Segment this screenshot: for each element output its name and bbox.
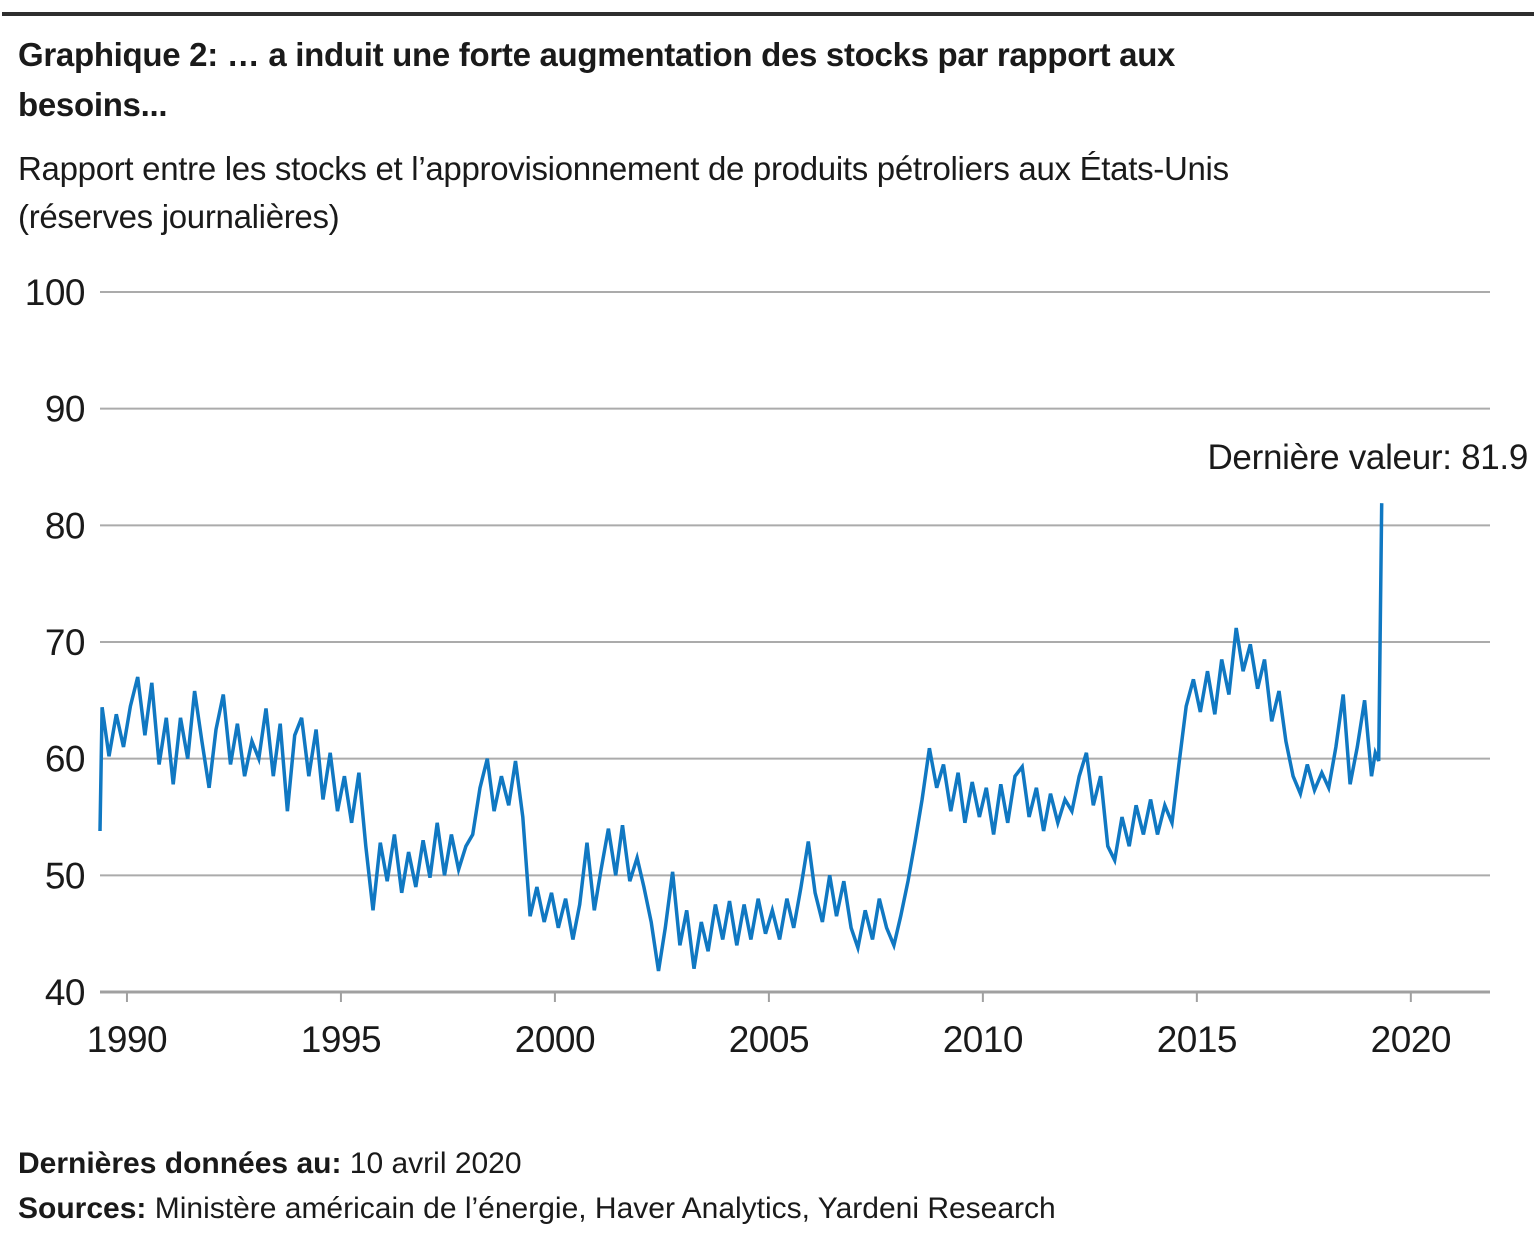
data-series [98, 503, 1384, 972]
y-tick-label-80: 80 [45, 505, 85, 546]
y-tick-label-70: 70 [45, 622, 85, 663]
footer-last-data-value: 10 avril 2020 [341, 1147, 522, 1180]
y-tick-label-100: 100 [25, 272, 85, 313]
y-tick-label-40: 40 [45, 972, 85, 1013]
chart-subtitle-line-1: Rapport entre les stocks et l’approvisio… [18, 150, 1229, 187]
x-tick-label-2000: 2000 [515, 1019, 595, 1060]
footer-sources-label: Sources: [18, 1192, 147, 1225]
x-tick-label-2005: 2005 [729, 1019, 809, 1060]
axis-ticks [125, 992, 1412, 1002]
y-tick-label-60: 60 [45, 739, 85, 780]
ratio-line-series-0 [98, 503, 1384, 972]
page-title-line-1: Graphique 2: … a induit une forte augmen… [18, 36, 1176, 73]
chart-header: Graphique 2: … a induit une forte augmen… [18, 30, 1498, 241]
footer-sources-value: Ministère américain de l’énergie, Haver … [146, 1192, 1056, 1225]
x-tick-label-1990: 1990 [87, 1019, 167, 1060]
gridlines [100, 291, 1490, 994]
page-title-line-2: besoins... [18, 86, 168, 123]
chart-subtitle-line-2: (réserves journalières) [18, 198, 340, 235]
x-tick-label-1995: 1995 [301, 1019, 381, 1060]
chart-subtitle: Rapport entre les stocks et l’approvisio… [18, 145, 1498, 241]
footer-sources-line: Sources: Ministère américain de l’énergi… [18, 1186, 1056, 1231]
y-tick-label-90: 90 [45, 389, 85, 430]
x-tick-label-2010: 2010 [943, 1019, 1023, 1060]
footer-last-data-line: Dernières données au: 10 avril 2020 [18, 1141, 1056, 1186]
chart-footer: Dernières données au: 10 avril 2020 Sour… [18, 1141, 1056, 1231]
top-rule [2, 12, 1534, 16]
last-value-annotation: Dernière valeur: 81.9 [1207, 438, 1528, 477]
footer-last-data-label: Dernières données au: [18, 1147, 342, 1180]
x-tick-label-2015: 2015 [1157, 1019, 1237, 1060]
x-tick-label-2020: 2020 [1371, 1019, 1451, 1060]
y-tick-label-50: 50 [45, 855, 85, 896]
